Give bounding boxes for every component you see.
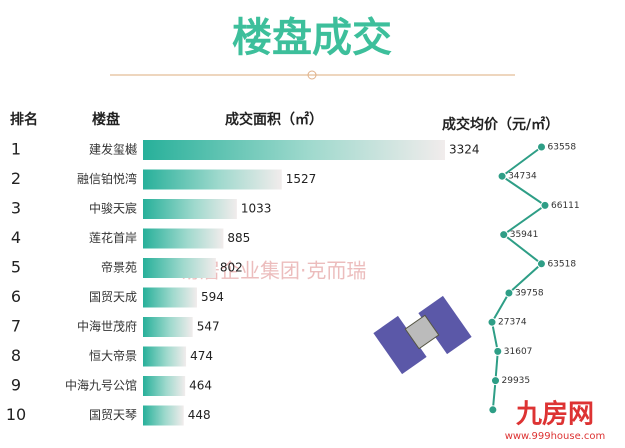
price-label: 63558	[548, 143, 577, 153]
value-label: 594	[201, 290, 224, 304]
category-label: 中海世茂府	[77, 319, 137, 334]
value-label: 464	[189, 379, 212, 393]
price-point	[497, 171, 507, 181]
category-label: 国贸天琴	[89, 408, 137, 422]
value-label: 448	[188, 408, 211, 422]
price-label: 63518	[547, 259, 576, 269]
bar	[143, 258, 216, 278]
price-label: 34734	[508, 172, 537, 182]
rank-header: 排名	[10, 111, 38, 128]
category-label: 国贸天成	[89, 290, 137, 304]
price-label: 39758	[515, 289, 544, 299]
bar	[143, 228, 224, 249]
bar	[143, 317, 193, 337]
category-label: 融信铂悦湾	[77, 171, 137, 186]
rank-label: 3	[11, 199, 21, 218]
price-header: 成交均价（元/㎡）	[442, 116, 559, 133]
value-label: 885	[227, 231, 250, 245]
price-point	[493, 346, 503, 356]
rank-label: 4	[11, 228, 21, 247]
price-point	[536, 259, 546, 269]
price-label: 31607	[504, 347, 533, 357]
rank-label: 6	[11, 287, 21, 306]
category-label: 帝景苑	[101, 260, 137, 275]
title-ornament	[307, 70, 317, 80]
price-point	[488, 405, 498, 415]
price-label: 29935	[502, 376, 531, 386]
satellite-icon	[373, 295, 472, 375]
bar	[143, 287, 197, 308]
rank-label: 1	[11, 140, 21, 159]
category-label: 中骏天宸	[89, 201, 137, 216]
price-label: 27374	[498, 318, 527, 328]
value-label: 547	[197, 320, 220, 334]
category-label: 中海九号公馆	[65, 378, 137, 393]
rank-label: 2	[11, 169, 21, 188]
price-label: 66111	[551, 201, 580, 211]
bar	[143, 346, 187, 367]
price-label: 35941	[510, 230, 539, 240]
rank-label: 10	[6, 405, 26, 424]
category-label: 恒大帝景	[89, 348, 137, 363]
bar	[143, 199, 237, 219]
rank-label: 5	[11, 258, 21, 277]
value-label: 474	[190, 349, 213, 363]
logo-url: www.999house.com	[505, 431, 606, 442]
rank-label: 8	[11, 346, 21, 365]
price-point	[537, 142, 547, 152]
value-label: 802	[220, 261, 243, 275]
price-point	[491, 376, 501, 386]
value-label: 1527	[286, 172, 317, 186]
bar	[143, 376, 186, 396]
price-point	[540, 200, 550, 210]
rank-label: 7	[11, 317, 21, 336]
value-label: 1033	[241, 202, 272, 216]
price-line	[490, 146, 547, 410]
price-point	[499, 230, 509, 240]
bar	[143, 405, 184, 426]
price-point	[504, 288, 514, 298]
category-label: 建发玺樾	[89, 142, 137, 157]
rank-label: 9	[11, 376, 21, 395]
logo: 九房网	[515, 400, 594, 430]
name-header: 楼盘	[92, 111, 120, 128]
area-header: 成交面积（㎡）	[225, 111, 323, 128]
bar	[143, 169, 282, 190]
category-label: 莲花首岸	[89, 230, 137, 245]
price-point	[487, 317, 497, 327]
bar	[143, 140, 445, 160]
value-label: 3324	[449, 143, 480, 157]
chart-title: 楼盘成交	[232, 15, 392, 61]
